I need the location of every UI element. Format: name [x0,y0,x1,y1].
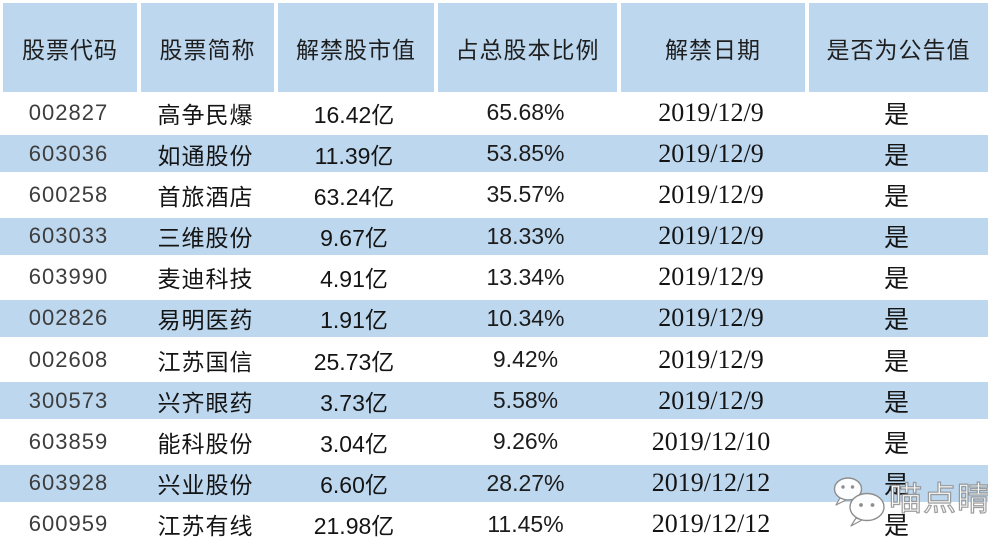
cell-date: 2019/12/9 [658,179,764,209]
cell-pct: 18.33% [486,222,565,249]
cell-code: 300573 [28,387,109,413]
cell-code: 002608 [28,346,109,372]
header-cell-code: 股票代码 [3,3,137,92]
cell-date: 2019/12/9 [658,138,764,168]
cell-code: 603033 [28,223,109,249]
cell-flag: 是 [883,513,909,541]
cell-flag: 是 [883,307,909,335]
cell-name: 易明医药 [157,307,254,334]
cell-name: 能科股份 [157,430,254,457]
cell-flag: 是 [883,430,909,458]
header-cell-value: 解禁股市值 [278,3,434,92]
cell-date: 2019/12/9 [658,344,764,374]
cell-flag: 是 [883,389,909,417]
cell-pct: 9.42% [492,346,559,373]
cell-value: 6.60亿 [320,472,388,499]
cell-date: 2019/12/9 [658,221,764,251]
header-cell-pct: 占总股本比例 [438,3,617,92]
cell-code: 603928 [28,470,109,496]
cell-date: 2019/12/12 [651,468,771,498]
cell-value: 9.67亿 [320,225,388,252]
cell-pct: 28.27% [486,469,565,496]
cell-code: 603036 [28,140,109,166]
cell-code: 002826 [28,305,109,331]
table-row: 300573 兴齐眼药 3.73亿 5.58% 2019/12/9 是 [0,380,988,422]
cell-name: 三维股份 [157,225,254,252]
table-row: 600959 江苏有线 21.98亿 11.45% 2019/12/12 是 [0,503,988,545]
cell-date: 2019/12/9 [658,262,764,292]
table-row: 603928 兴业股份 6.60亿 28.27% 2019/12/12 是 [0,462,988,504]
cell-value: 16.42亿 [313,101,395,128]
cell-date: 2019/12/12 [651,509,771,539]
table-row: 603033 三维股份 9.67亿 18.33% 2019/12/9 是 [0,215,988,257]
cell-name: 兴齐眼药 [157,389,254,416]
header-cell-flag: 是否为公告值 [809,3,988,92]
cell-value: 3.73亿 [320,389,388,416]
cell-name: 江苏国信 [157,348,254,375]
cell-date: 2019/12/10 [651,426,771,456]
cell-pct: 35.57% [486,181,565,208]
cell-date: 2019/12/9 [658,303,764,333]
cell-code: 603859 [28,428,109,454]
table-body: 002827 高争民爆 16.42亿 65.68% 2019/12/9 是 603036 如通… [0,92,988,545]
cell-value: 63.24亿 [313,183,395,210]
cell-flag: 是 [883,225,909,253]
table-row: 603990 麦迪科技 4.91亿 13.34% 2019/12/9 是 [0,256,988,298]
table-row: 002826 易明医药 1.91亿 10.34% 2019/12/9 是 [0,297,988,340]
table-row: 002608 江苏国信 25.73亿 9.42% 2019/12/9 是 [0,339,988,381]
cell-value: 21.98亿 [313,513,395,540]
cell-pct: 11.45% [487,510,564,537]
header-cell-date: 解禁日期 [621,3,805,92]
cell-pct: 9.26% [492,428,559,455]
cell-flag: 是 [883,142,909,170]
cell-value: 25.73亿 [313,348,395,375]
cell-name: 首旅酒店 [157,183,254,210]
cell-flag: 是 [883,183,909,211]
header-cell-name: 股票简称 [141,3,274,92]
cell-code: 600258 [28,181,109,207]
table-row: 600258 首旅酒店 63.24亿 35.57% 2019/12/9 是 [0,174,988,216]
cell-flag: 是 [883,266,909,294]
cell-pct: 65.68% [486,99,565,126]
table-row: 603036 如通股份 11.39亿 53.85% 2019/12/9 是 [0,133,988,175]
cell-value: 11.39亿 [314,142,394,169]
cell-date: 2019/12/9 [658,385,764,415]
cell-name: 江苏有线 [157,513,254,540]
cell-value: 3.04亿 [320,430,388,457]
cell-name: 如通股份 [157,142,254,169]
cell-name: 兴业股份 [157,472,254,499]
cell-code: 002827 [28,99,109,125]
cell-value: 4.91亿 [320,266,388,293]
cell-flag: 是 [883,101,909,129]
cell-value: 1.91亿 [320,307,388,334]
cell-name: 麦迪科技 [157,266,254,293]
cell-date: 2019/12/9 [658,97,764,127]
table-header: 股票代码 股票简称 解禁股市值 占总股本比例 解禁日期 是否为公告值 [3,3,988,92]
cell-pct: 5.58% [492,387,559,414]
table-row: 603859 能科股份 3.04亿 9.26% 2019/12/10 是 [0,421,988,463]
table-row: 002827 高争民爆 16.42亿 65.68% 2019/12/9 是 [0,92,988,134]
cell-code: 603990 [28,264,109,290]
cell-flag: 是 [883,472,909,500]
cell-name: 高争民爆 [157,101,254,128]
cell-code: 600959 [28,511,109,537]
cell-pct: 53.85% [486,140,565,167]
stock-unlock-table: 股票代码 股票简称 解禁股市值 占总股本比例 解禁日期 是否为公告值 00282… [0,3,988,545]
cell-flag: 是 [883,348,909,376]
cell-pct: 10.34% [486,304,565,331]
cell-pct: 13.34% [486,263,565,290]
